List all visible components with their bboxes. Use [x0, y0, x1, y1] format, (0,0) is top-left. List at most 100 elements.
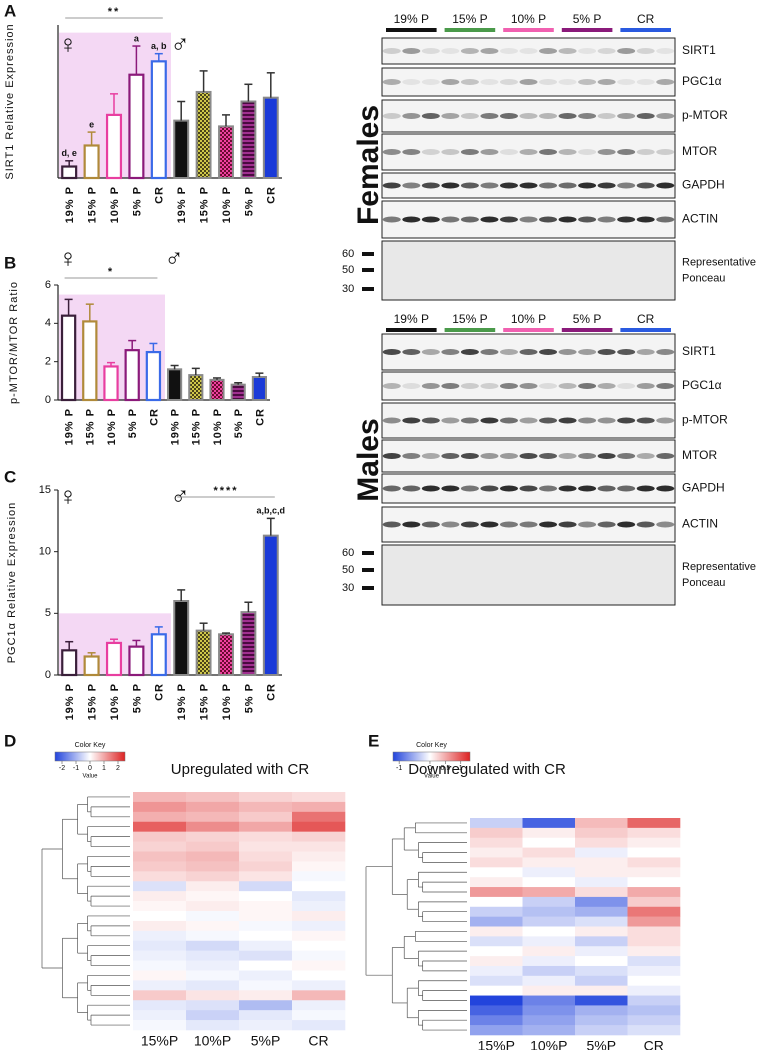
blot-band	[519, 485, 538, 492]
blot-band	[558, 182, 577, 189]
lane-group-label: 19% P	[394, 312, 429, 326]
blot-band	[382, 453, 401, 459]
blot-band	[617, 383, 636, 389]
heatmap-cell	[522, 906, 576, 917]
heatmap-cell	[522, 985, 576, 996]
blot-band	[480, 349, 499, 355]
heatmap-cell	[133, 990, 187, 1001]
heatmap-cell	[186, 821, 240, 832]
blot-band	[656, 485, 675, 492]
blot-band	[382, 182, 401, 189]
y-tick-label: 15	[39, 484, 51, 496]
sex-symbol: ♂	[170, 481, 190, 511]
blot-band	[402, 521, 421, 528]
blot-band	[441, 113, 460, 119]
bar	[60, 314, 77, 402]
heatmap-cell	[133, 930, 187, 942]
heatmap-cell	[575, 887, 628, 898]
heatmap-cell	[133, 891, 187, 902]
heatmap-cell	[522, 867, 576, 878]
heatmap-cell	[470, 906, 523, 917]
key-title: Color Key	[75, 742, 106, 749]
heatmap-cell	[186, 792, 240, 803]
heatmap-cell	[186, 1000, 240, 1011]
heatmap-cell	[575, 837, 628, 848]
heatmap-cell	[627, 1015, 681, 1026]
blot-band	[402, 485, 421, 492]
heatmap-cell	[627, 827, 681, 839]
heatmap-cell	[292, 990, 346, 1001]
blot-band	[636, 216, 655, 223]
key-tick-label: 0	[428, 765, 432, 772]
heatmap-cell	[575, 906, 628, 917]
panel-letter: E	[368, 731, 379, 750]
heatmap-cell	[575, 867, 628, 878]
heatmap-cell	[133, 901, 187, 912]
bar	[145, 350, 162, 402]
heatmap-cell	[575, 995, 628, 1006]
blot-band	[460, 149, 479, 155]
heatmap-cell	[470, 896, 523, 908]
blot-band	[402, 383, 421, 389]
heatmap-cell	[522, 837, 576, 848]
blot-row-label: ACTIN	[682, 212, 718, 226]
blot-band	[460, 48, 479, 54]
blot-band	[636, 417, 655, 424]
heatmap-cell	[292, 811, 346, 823]
key-tick-label: 0	[88, 765, 92, 772]
heatmap-cell	[133, 861, 187, 872]
blot-row-label: Ponceau	[682, 272, 725, 284]
blot-band	[460, 485, 479, 492]
heatmap-cell	[627, 818, 681, 829]
heatmap-cell	[575, 896, 628, 908]
blot-row-label: SIRT1	[682, 344, 716, 358]
bar	[262, 96, 279, 179]
blot-band	[402, 79, 421, 85]
heatmap-cell	[522, 975, 576, 986]
y-tick-label: 4	[45, 317, 51, 329]
size-marker-tick	[362, 568, 374, 572]
heatmap-cell	[627, 956, 681, 967]
heatmap-cell	[239, 911, 293, 922]
heatmap-cell	[470, 837, 523, 848]
blot-band	[460, 521, 479, 528]
heatmap-cell	[575, 965, 628, 977]
blot-band	[460, 182, 479, 189]
heatmap-cell	[522, 827, 576, 839]
x-tick-label: 19% P	[64, 683, 76, 720]
heatmap-cell	[627, 847, 681, 858]
heatmap-cell	[186, 861, 240, 872]
blot-band	[499, 453, 518, 459]
heatmap-cell	[470, 1015, 523, 1026]
bar	[240, 100, 257, 179]
blot-band	[441, 182, 460, 189]
bar	[209, 378, 225, 401]
blot-band	[578, 383, 597, 389]
heatmap-cell	[292, 871, 346, 882]
significance-label: *	[108, 266, 114, 278]
heatmap-cell	[239, 970, 293, 981]
column-label: 10%P	[530, 1038, 567, 1050]
heatmap-cell	[575, 1025, 628, 1036]
heatmap-cell	[627, 916, 681, 927]
blot-sex-label: Females	[352, 105, 385, 225]
lane-group-bar	[620, 328, 671, 332]
blot-band	[539, 383, 558, 389]
blot-band	[441, 349, 460, 355]
blot-band	[402, 216, 421, 223]
bar	[124, 349, 140, 402]
bar	[195, 629, 212, 676]
heatmap-cell	[186, 841, 240, 852]
heatmap-cell	[627, 896, 681, 908]
blot-band	[578, 521, 597, 528]
blot-band	[558, 216, 577, 223]
blot-row-label: p-MTOR	[682, 108, 728, 122]
blot-band	[402, 349, 421, 355]
heatmap-cell	[133, 970, 187, 981]
heatmap-cell	[186, 891, 240, 902]
bar	[105, 113, 123, 180]
heatmap-cell	[133, 1020, 187, 1031]
bar-letter-label: a, b	[151, 41, 167, 51]
blot-band	[421, 453, 440, 459]
x-tick-label: CR	[266, 186, 278, 204]
